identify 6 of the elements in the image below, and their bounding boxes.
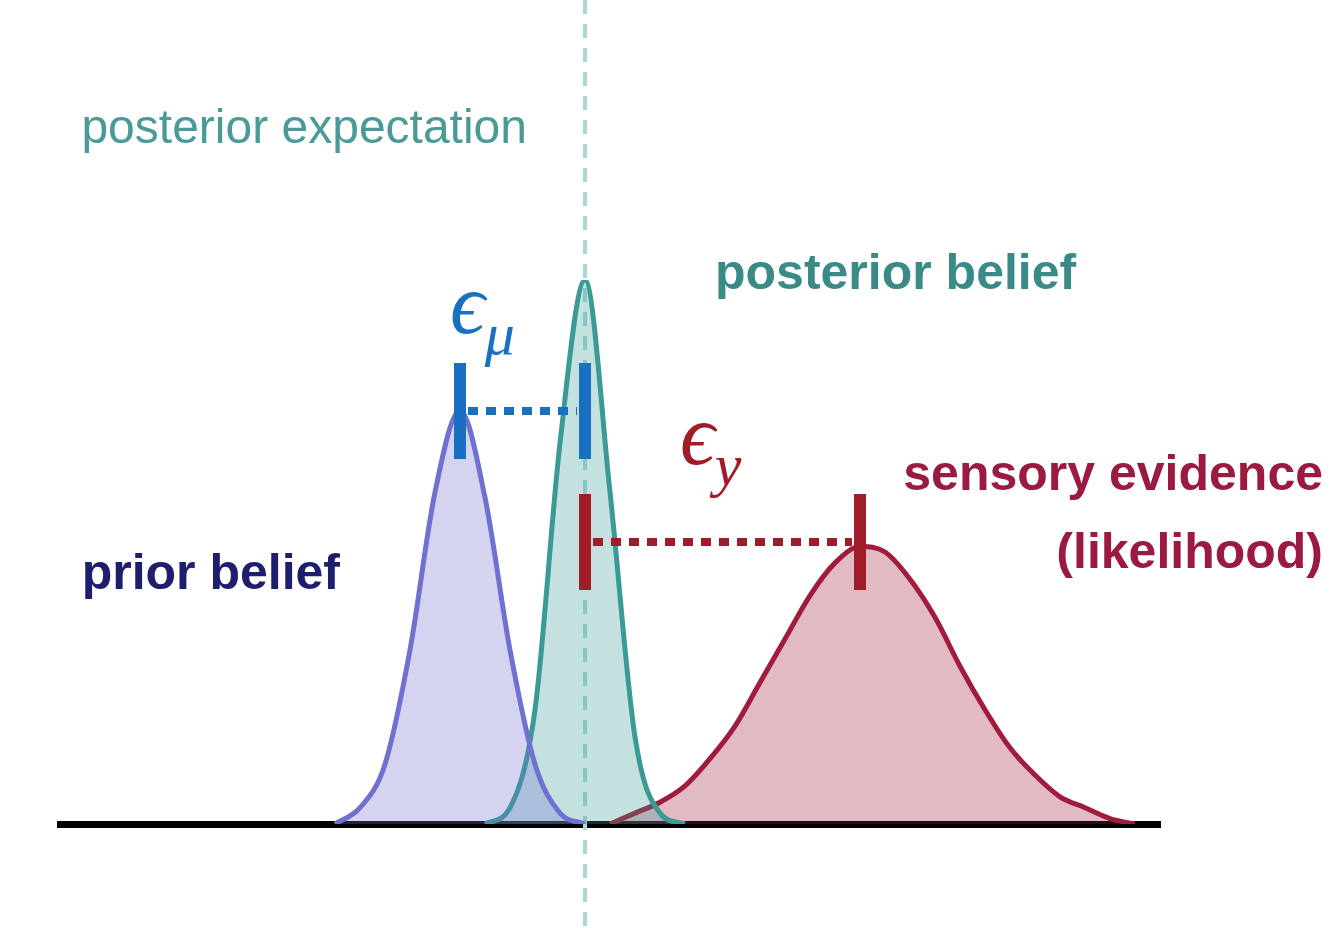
text: posterior expectation (81, 100, 527, 154)
annotation: ϵ$_{y}$ (680, 386, 742, 498)
text: posterior belief (715, 243, 1077, 300)
series-label: sensory evidence (likelihood) (903, 445, 1323, 580)
annotation: ϵ$_{μ}$ (450, 255, 515, 367)
series-label: prior belief (81, 544, 341, 601)
